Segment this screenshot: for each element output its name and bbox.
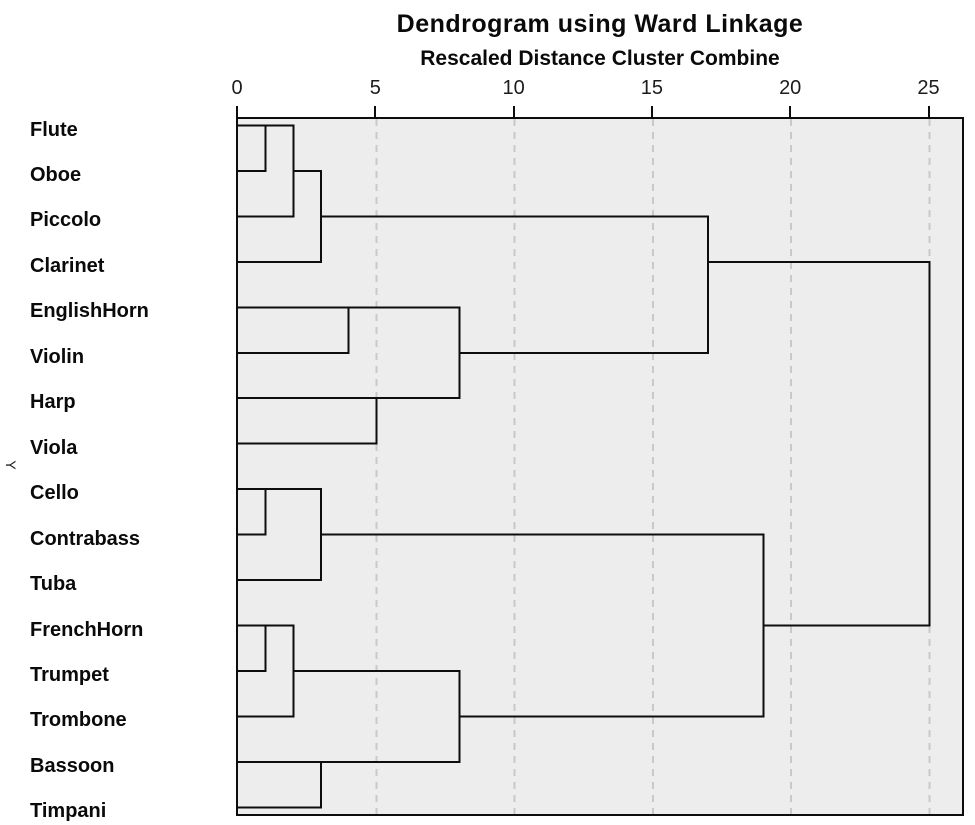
x-axis-tick-label: 0 — [231, 77, 243, 99]
x-axis-tick-label: 15 — [640, 77, 664, 99]
x-axis-tick-mark — [789, 106, 792, 118]
leaf-label-clarinet: Clarinet — [30, 254, 105, 277]
leaf-label-piccolo: Piccolo — [30, 209, 102, 232]
x-axis-tick-label: 10 — [502, 77, 525, 99]
leaf-label-harp: Harp — [30, 391, 76, 414]
x-axis-tick-mark — [512, 106, 515, 118]
x-axis-tick-mark — [374, 106, 377, 118]
leaf-label-bassoon: Bassoon — [30, 754, 115, 777]
leaf-label-violin: Violin — [30, 345, 85, 368]
x-axis-tick-mark — [236, 106, 238, 118]
leaf-label-cello: Cello — [30, 482, 79, 505]
chart-title: Dendrogram using Ward Linkage — [396, 10, 804, 38]
x-axis-tick-label: 25 — [917, 77, 940, 99]
dendrogram-svg — [238, 119, 931, 814]
leaf-label-frenchhorn: FrenchHorn — [30, 618, 144, 641]
chart-subtitle: Rescaled Distance Cluster Combine — [420, 47, 780, 70]
leaf-label-viola: Viola — [30, 436, 78, 459]
leaf-label-trumpet: Trumpet — [30, 663, 109, 686]
plot-area — [236, 117, 964, 816]
x-axis-tick-mark — [927, 106, 930, 118]
x-axis-tick-mark — [650, 106, 653, 118]
x-axis-tick-label: 20 — [779, 77, 802, 99]
leaf-label-oboe: Oboe — [30, 164, 82, 186]
y-axis-title: Y — [3, 460, 19, 470]
leaf-label-contrabass: Contrabass — [30, 527, 141, 550]
leaf-label-timpani: Timpani — [30, 800, 107, 823]
leaf-label-trombone: Trombone — [30, 709, 127, 732]
leaf-label-englishhorn: EnglishHorn — [30, 300, 149, 323]
x-axis-tick-label: 5 — [369, 77, 381, 99]
leaf-label-tuba: Tuba — [30, 573, 77, 595]
leaf-label-flute: Flute — [30, 118, 78, 141]
